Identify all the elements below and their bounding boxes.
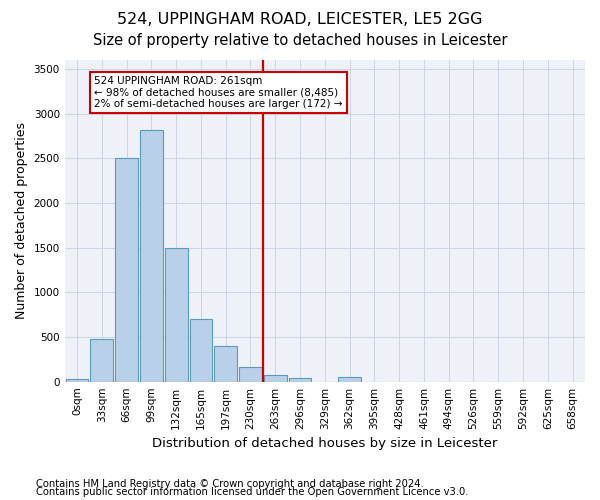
Bar (140, 130, 163, 382)
Bar (338, 377, 361, 382)
Bar (214, 346, 237, 382)
Text: 524, UPPINGHAM ROAD, LEICESTER, LE5 2GG: 524, UPPINGHAM ROAD, LEICESTER, LE5 2GG (117, 12, 483, 28)
Text: Size of property relative to detached houses in Leicester: Size of property relative to detached ho… (93, 32, 507, 48)
Y-axis label: Number of detached properties: Number of detached properties (15, 122, 28, 320)
Bar (264, 375, 287, 382)
Text: Contains HM Land Registry data © Crown copyright and database right 2024.: Contains HM Land Registry data © Crown c… (36, 479, 424, 489)
Bar (91, 339, 113, 382)
Bar (115, 158, 138, 382)
Text: 524 UPPINGHAM ROAD: 261sqm
← 98% of detached houses are smaller (8,485)
2% of se: 524 UPPINGHAM ROAD: 261sqm ← 98% of deta… (94, 76, 343, 110)
Text: Contains public sector information licensed under the Open Government Licence v3: Contains public sector information licen… (36, 487, 469, 497)
Bar (165, 248, 188, 382)
Bar (239, 368, 262, 382)
X-axis label: Distribution of detached houses by size in Leicester: Distribution of detached houses by size … (152, 437, 497, 450)
Bar (190, 319, 212, 382)
Bar (289, 378, 311, 382)
Bar (65, 379, 88, 382)
